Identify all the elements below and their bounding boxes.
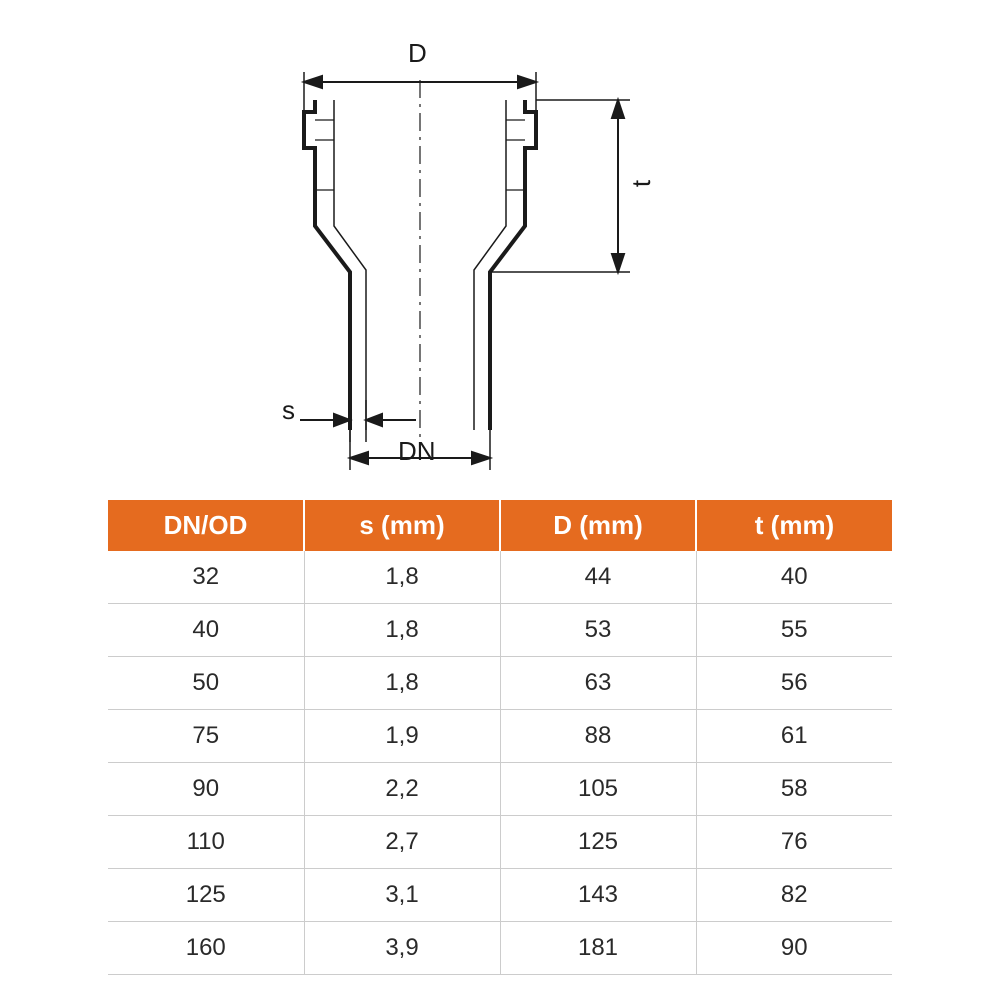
table-row: 1253,114382 <box>108 869 892 922</box>
table-cell: 63 <box>500 657 696 710</box>
table-cell: 50 <box>108 657 304 710</box>
table-cell: 110 <box>108 816 304 869</box>
table-cell: 40 <box>108 604 304 657</box>
table-row: 501,86356 <box>108 657 892 710</box>
table-cell: 55 <box>696 604 892 657</box>
dimension-label-dn: DN <box>398 436 436 467</box>
table-row: 401,85355 <box>108 604 892 657</box>
dimension-label-d: D <box>408 38 427 69</box>
table-header-row: DN/ODs (mm)D (mm)t (mm) <box>108 500 892 551</box>
table-cell: 2,2 <box>304 763 500 816</box>
table-cell: 75 <box>108 710 304 763</box>
dimension-label-t: t <box>626 180 657 187</box>
table-cell: 125 <box>500 816 696 869</box>
table-cell: 44 <box>500 551 696 604</box>
table-cell: 58 <box>696 763 892 816</box>
table-body: 321,84440401,85355501,86356751,98861902,… <box>108 551 892 975</box>
table-header-cell: t (mm) <box>696 500 892 551</box>
table-header-cell: DN/OD <box>108 500 304 551</box>
table-cell: 61 <box>696 710 892 763</box>
table-cell: 90 <box>696 922 892 975</box>
table-cell: 160 <box>108 922 304 975</box>
table-cell: 76 <box>696 816 892 869</box>
table-cell: 3,1 <box>304 869 500 922</box>
dimensions-table: DN/ODs (mm)D (mm)t (mm) 321,84440401,853… <box>108 500 892 975</box>
table-cell: 82 <box>696 869 892 922</box>
table-cell: 88 <box>500 710 696 763</box>
table-header-cell: D (mm) <box>500 500 696 551</box>
table-cell: 32 <box>108 551 304 604</box>
table-cell: 105 <box>500 763 696 816</box>
dimensions-table-container: DN/ODs (mm)D (mm)t (mm) 321,84440401,853… <box>108 500 892 975</box>
table-cell: 40 <box>696 551 892 604</box>
table-cell: 1,8 <box>304 551 500 604</box>
table-cell: 3,9 <box>304 922 500 975</box>
dimension-label-s: s <box>282 395 295 426</box>
table-cell: 56 <box>696 657 892 710</box>
technical-diagram: D t s DN <box>200 40 800 470</box>
table-cell: 1,9 <box>304 710 500 763</box>
table-cell: 53 <box>500 604 696 657</box>
table-row: 1102,712576 <box>108 816 892 869</box>
table-cell: 125 <box>108 869 304 922</box>
table-row: 1603,918190 <box>108 922 892 975</box>
table-cell: 2,7 <box>304 816 500 869</box>
table-cell: 181 <box>500 922 696 975</box>
table-row: 902,210558 <box>108 763 892 816</box>
table-cell: 90 <box>108 763 304 816</box>
table-cell: 1,8 <box>304 657 500 710</box>
table-cell: 143 <box>500 869 696 922</box>
table-header-cell: s (mm) <box>304 500 500 551</box>
table-cell: 1,8 <box>304 604 500 657</box>
table-row: 751,98861 <box>108 710 892 763</box>
table-row: 321,84440 <box>108 551 892 604</box>
